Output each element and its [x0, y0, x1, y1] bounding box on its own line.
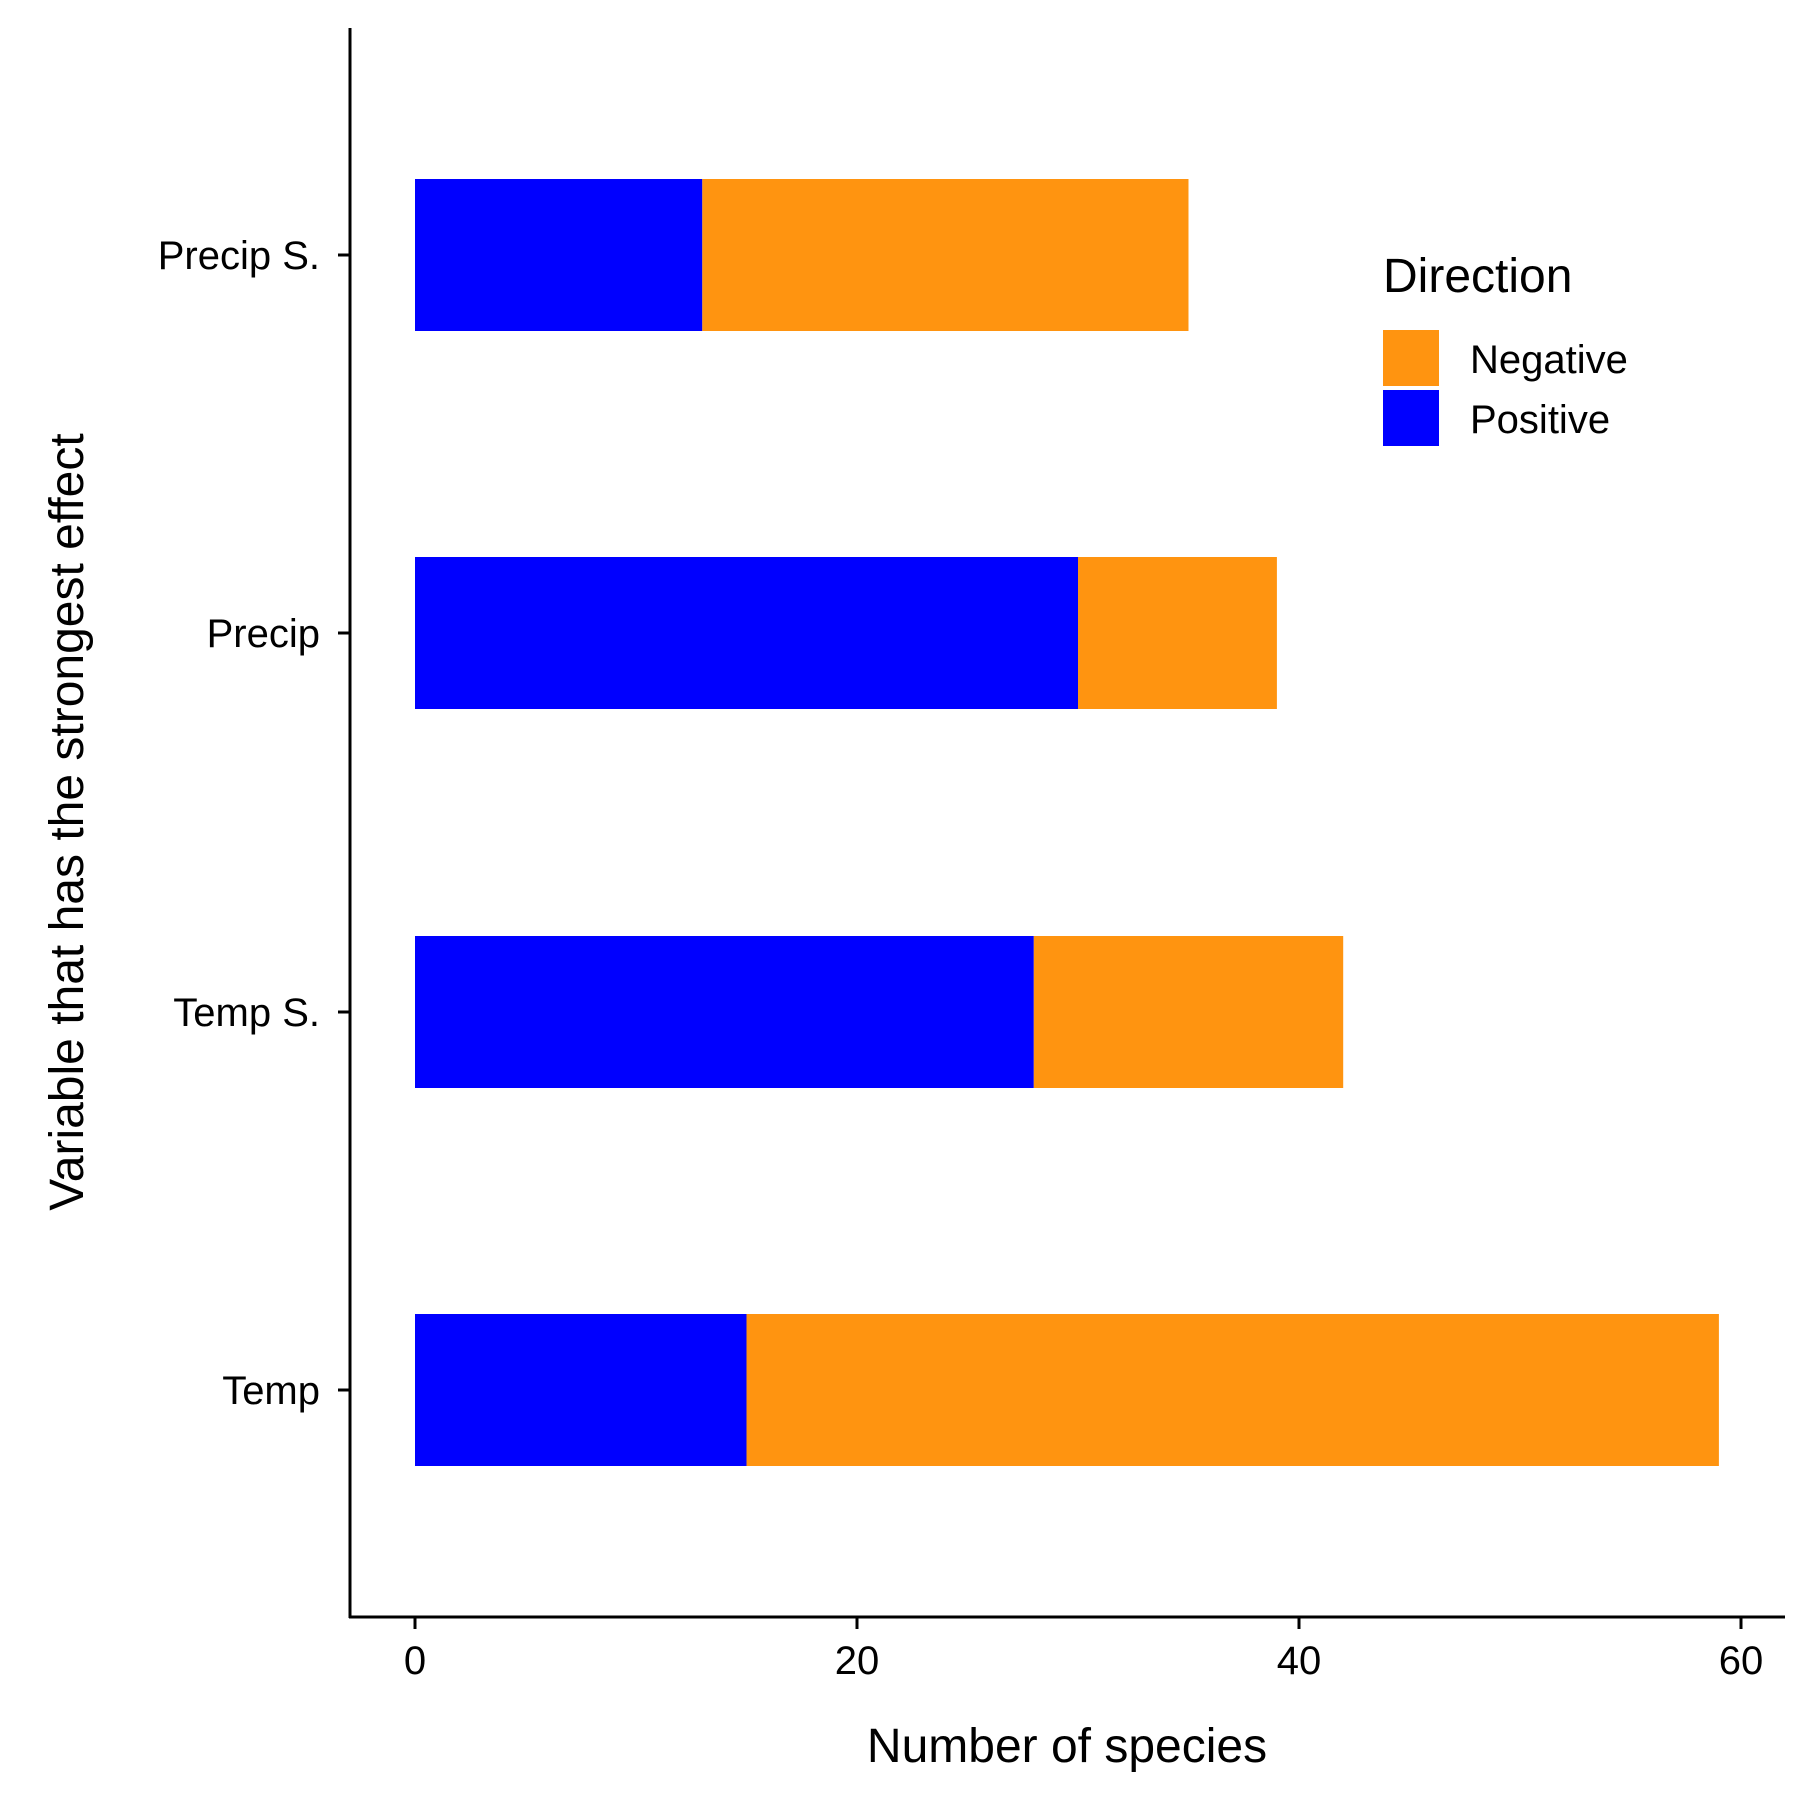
x-tick-label: 40	[1277, 1639, 1322, 1683]
x-axis-title: Number of species	[867, 1720, 1267, 1773]
bar-negative-precip-s	[702, 179, 1189, 331]
bar-positive-precip-s	[415, 179, 703, 331]
legend-swatch-negative	[1383, 330, 1439, 386]
legend-swatch-positive	[1383, 390, 1439, 446]
legend-label-positive: Positive	[1470, 398, 1610, 442]
bar-positive-temp	[415, 1314, 747, 1466]
y-tick-label: Precip S.	[158, 234, 320, 278]
legend-entries: Negative Positive	[1383, 330, 1628, 446]
ticks-layer: 0 20 40 60 Precip S. Precip Temp S. Temp	[158, 234, 1764, 1683]
bar-negative-temp-s	[1033, 936, 1344, 1088]
y-tick-label: Temp S.	[173, 991, 320, 1035]
bar-negative-temp	[746, 1314, 1719, 1466]
legend-title: Direction	[1383, 250, 1572, 303]
x-tick-label: 60	[1719, 1639, 1764, 1683]
y-tick-label: Precip	[207, 612, 320, 656]
legend: Direction Negative Positive	[1383, 250, 1628, 446]
y-axis-title: Variable that has the strongest effect	[41, 433, 94, 1210]
x-tick-label: 20	[835, 1639, 880, 1683]
y-tick-label: Temp	[222, 1369, 320, 1413]
x-tick-label: 0	[404, 1639, 426, 1683]
bar-positive-temp-s	[415, 936, 1034, 1088]
bars-layer	[415, 179, 1719, 1466]
axes-layer	[348, 28, 1785, 1619]
legend-label-negative: Negative	[1470, 338, 1628, 382]
bar-negative-precip	[1078, 557, 1277, 709]
bar-positive-precip	[415, 557, 1078, 709]
